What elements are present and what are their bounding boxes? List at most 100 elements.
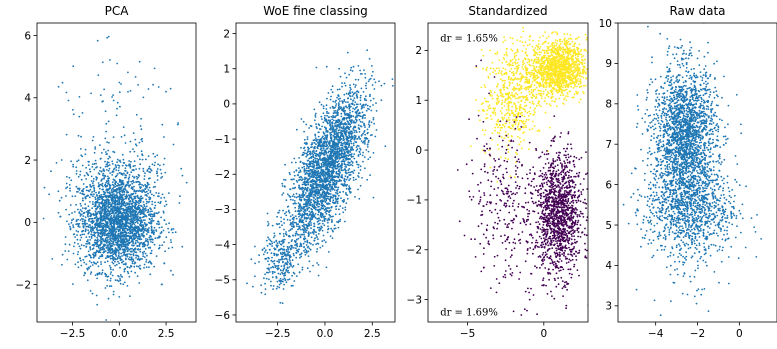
scatter-point (150, 225, 153, 228)
scatter-point (87, 239, 89, 241)
scatter-point (168, 222, 171, 225)
scatter-point (85, 255, 88, 258)
scatter-point (91, 163, 94, 166)
scatter-point (119, 233, 122, 236)
scatter-point (162, 229, 165, 232)
scatter-point (294, 161, 297, 164)
scatter-point (178, 202, 181, 204)
scatter-point (109, 156, 111, 159)
scatter-point (119, 194, 122, 197)
scatter-point (78, 115, 81, 118)
scatter-point (345, 178, 348, 181)
scatter-point (76, 238, 79, 241)
scatter-point (307, 178, 309, 181)
scatter-point (118, 203, 121, 206)
scatter-point (327, 198, 330, 200)
scatter-point (344, 171, 347, 174)
scatter-point (302, 178, 304, 181)
scatter-point (83, 274, 85, 277)
scatter-point (65, 182, 68, 185)
scatter-point (128, 160, 131, 162)
scatter-point (123, 239, 126, 242)
scatter-point (126, 210, 129, 213)
scatter-point (327, 195, 330, 198)
scatter-point (85, 178, 88, 180)
scatter-point (155, 192, 158, 194)
scatter-point (144, 209, 147, 212)
scatter-point (322, 171, 324, 173)
scatter-point (108, 141, 110, 144)
scatter-point (148, 198, 151, 201)
scatter-point (136, 254, 139, 257)
scatter-point (142, 224, 145, 227)
scatter-point (136, 213, 139, 216)
scatter-point (321, 118, 323, 120)
scatter-point (293, 280, 296, 282)
scatter-point (105, 181, 107, 184)
scatter-point (99, 243, 102, 246)
scatter-point (298, 207, 300, 210)
scatter-point (310, 218, 313, 221)
scatter-point (137, 241, 139, 244)
scatter-point (153, 233, 155, 236)
scatter-point (320, 186, 322, 189)
scatter-point (373, 122, 375, 125)
scatter-point (99, 170, 101, 172)
scatter-point (144, 191, 147, 194)
scatter-point (146, 254, 148, 257)
scatter-point (77, 230, 80, 233)
scatter-point (121, 185, 124, 188)
scatter-point (331, 220, 333, 223)
scatter-point (337, 143, 340, 145)
scatter-point (119, 228, 121, 230)
scatter-point (80, 236, 83, 239)
scatter-point (116, 210, 118, 212)
scatter-point (154, 161, 157, 164)
scatter-point (89, 239, 92, 241)
scatter-point (349, 171, 351, 174)
scatter-point (89, 217, 92, 220)
scatter-point (311, 152, 314, 155)
scatter-point (75, 219, 78, 222)
scatter-point (102, 247, 104, 249)
scatter-point (302, 120, 305, 123)
scatter-point (91, 220, 94, 223)
scatter-point (365, 109, 368, 112)
scatter-point (312, 231, 314, 234)
scatter-point (312, 264, 314, 267)
scatter-point (127, 214, 129, 216)
scatter-point (335, 191, 337, 194)
scatter-point (164, 200, 167, 203)
scatter-point (118, 209, 121, 212)
scatter-point (121, 222, 124, 225)
scatter-point (91, 166, 94, 168)
scatter-point (103, 201, 106, 204)
scatter-point (143, 266, 145, 269)
scatter-point (98, 271, 101, 274)
scatter-point (329, 193, 332, 195)
scatter-point (96, 166, 98, 168)
scatter-point (82, 197, 84, 200)
scatter-point (152, 186, 155, 189)
scatter-point (112, 136, 115, 139)
scatter-point (321, 222, 324, 225)
scatter-point (114, 252, 117, 255)
scatter-point (100, 217, 103, 220)
scatter-point (78, 222, 81, 225)
scatter-point (124, 221, 127, 224)
scatter-point (122, 126, 125, 128)
scatter-point (129, 166, 132, 169)
scatter-point (106, 242, 108, 244)
scatter-point (95, 178, 98, 181)
scatter-point (318, 192, 321, 195)
scatter-point (177, 122, 180, 124)
scatter-point (78, 226, 81, 228)
scatter-point (79, 234, 82, 237)
scatter-point (300, 206, 302, 209)
scatter-point (352, 83, 355, 86)
scatter-point (133, 265, 136, 268)
scatter-point (295, 256, 298, 259)
scatter-point (139, 216, 141, 219)
scatter-point (119, 211, 122, 214)
